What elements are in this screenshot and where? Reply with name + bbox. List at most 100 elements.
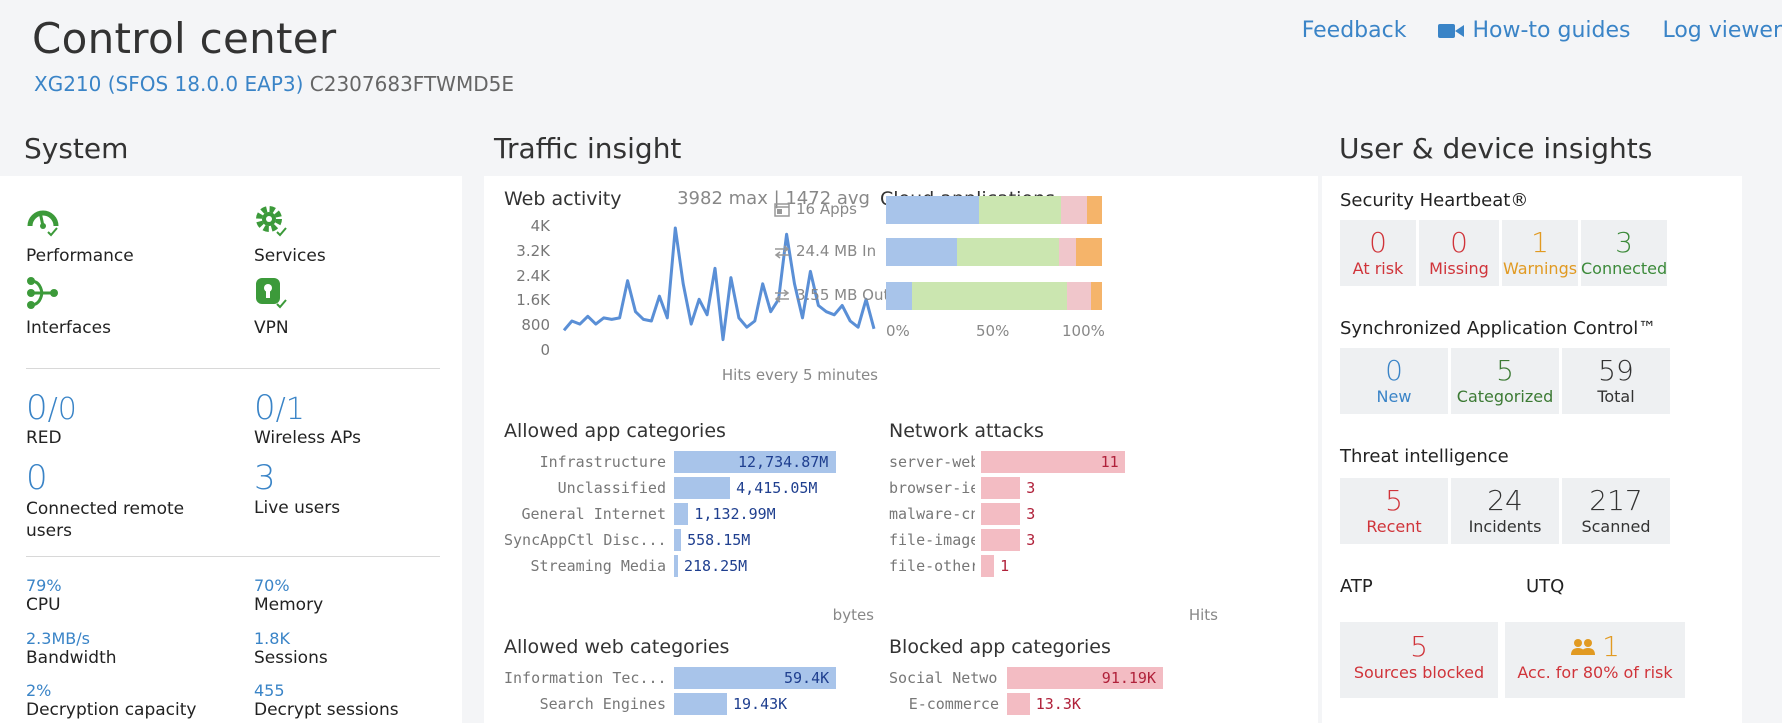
insight-tile-value: 0 xyxy=(1385,354,1403,387)
network-attack-bar[interactable]: 3 xyxy=(981,477,1035,499)
utq-label: Acc. for 80% of risk xyxy=(1517,663,1673,682)
user-insights-panel: Security Heartbeat® 0 At risk 0 Missing 1 War… xyxy=(1322,176,1742,723)
allowed-app-value: 558.15M xyxy=(687,531,751,549)
red-value: 0 xyxy=(26,388,48,428)
allowed-app-bar[interactable]: 558.15M xyxy=(674,529,750,551)
allowed-web-bar[interactable]: 19.43K xyxy=(674,693,787,715)
network-attack-bar[interactable]: 11 xyxy=(981,451,1125,473)
cloud-app-row[interactable]: 3.55 MB Out xyxy=(774,282,1114,310)
allowed-app-label: SyncAppCtl Disc... xyxy=(504,531,666,549)
howto-guides-link[interactable]: How-to guides xyxy=(1438,18,1630,43)
performance-label: Performance xyxy=(26,246,134,266)
bandwidth-label: Bandwidth xyxy=(26,648,117,668)
y-tick-label: 1.6K xyxy=(516,291,550,310)
allowed-app-bar[interactable]: 4,415.05M xyxy=(674,477,817,499)
device-serial: C2307683FTWMD5E xyxy=(309,72,514,96)
allowed-web-title: Allowed web categories xyxy=(504,636,730,658)
transfer-arrows-icon xyxy=(774,288,790,307)
insight-tile-value: 3 xyxy=(1615,226,1633,259)
insight-tile[interactable]: 0 At risk xyxy=(1340,220,1416,286)
live-users-stat[interactable]: 3 Live users xyxy=(254,458,340,518)
blocked-app-bar[interactable]: 13.3K xyxy=(1007,693,1081,715)
aps-value: 0 xyxy=(254,388,276,428)
cloud-app-row[interactable]: 16 Apps xyxy=(774,196,1114,224)
aps-count: 0/1 xyxy=(254,388,361,428)
performance-widget[interactable]: Performance xyxy=(26,204,134,266)
red-stat[interactable]: 0/0 RED xyxy=(26,388,77,448)
insight-tile-value: 217 xyxy=(1589,484,1643,517)
log-viewer-link[interactable]: Log viewer xyxy=(1662,18,1782,43)
blocked-app-bar[interactable]: 91.19K xyxy=(1007,667,1163,689)
cloud-app-segment xyxy=(886,238,958,266)
network-attack-bar[interactable]: 1 xyxy=(981,555,1009,577)
red-label: RED xyxy=(26,428,62,448)
allowed-web-label: Search Engines xyxy=(539,695,666,713)
allowed-web-bar[interactable]: 59.4K xyxy=(674,667,836,689)
interfaces-network-icon xyxy=(27,277,58,309)
users-icon xyxy=(1571,638,1596,655)
cloud-app-row-label: 3.55 MB Out xyxy=(796,286,890,304)
network-attack-label: malware-cnc xyxy=(889,505,975,523)
top-links: Feedback How-to guides Log viewer xyxy=(1302,18,1782,43)
red-count: 0/0 xyxy=(26,388,77,428)
web-activity-footer: Hits every 5 minutes xyxy=(721,366,878,384)
allowed-app-bar[interactable]: 218.25M xyxy=(674,555,747,577)
metric-memory[interactable]: 70% Memory xyxy=(254,576,323,615)
allowed-app-bar[interactable]: 1,132.99M xyxy=(674,503,776,525)
system-divider xyxy=(26,368,440,369)
live-users-value: 3 xyxy=(254,458,276,498)
allowed-apps-unit: bytes xyxy=(832,606,874,624)
insight-tile[interactable]: 5 Categorized xyxy=(1451,348,1559,414)
cloud-app-segment xyxy=(1076,238,1102,266)
feedback-link[interactable]: Feedback xyxy=(1301,18,1407,43)
blocked-app-value: 91.19K xyxy=(1101,669,1156,687)
insight-tile[interactable]: 217 Scanned xyxy=(1562,478,1670,544)
blocked-app-label: Social Networking xyxy=(889,669,999,687)
metric-decrypt-sessions[interactable]: 455 Decrypt sessions xyxy=(254,681,399,720)
remote-users-stat[interactable]: 0 Connected remote users xyxy=(26,458,206,542)
memory-label: Memory xyxy=(254,595,324,615)
metric-bandwidth[interactable]: 2.3MB/s Bandwidth xyxy=(26,629,117,668)
insight-tile[interactable]: 1 Warnings xyxy=(1502,220,1578,286)
allowed-web-label: Information Tec... xyxy=(504,669,666,687)
wireless-aps-stat[interactable]: 0/1 Wireless APs xyxy=(254,388,361,448)
insight-tile-label: Connected xyxy=(1581,259,1668,278)
interfaces-widget[interactable]: Interfaces xyxy=(26,276,111,338)
web-activity-chart[interactable] xyxy=(560,226,878,362)
insight-tile-label: Total xyxy=(1597,387,1635,406)
metric-decryption-capacity[interactable]: 2% Decryption capacity xyxy=(26,681,196,720)
services-widget[interactable]: Services xyxy=(254,204,326,266)
metric-sessions[interactable]: 1.8K Sessions xyxy=(254,629,328,668)
red-slash: / xyxy=(47,392,58,427)
cloud-app-row[interactable]: 24.4 MB In xyxy=(774,238,1114,266)
cpu-value: 79% xyxy=(26,576,62,595)
insight-tile[interactable]: 3 Connected xyxy=(1581,220,1667,286)
allowed-app-label: Infrastructure xyxy=(539,453,666,471)
allowed-app-value: 12,734.87M xyxy=(738,453,829,471)
network-attack-label: file-image xyxy=(889,531,975,549)
blocked-apps-title: Blocked app categories xyxy=(889,636,1111,658)
network-attack-value: 1 xyxy=(1000,557,1010,575)
allowed-app-bar[interactable]: 12,734.87M xyxy=(674,451,836,473)
atp-tile[interactable]: 5 Sources blocked xyxy=(1340,622,1498,698)
live-users-label: Live users xyxy=(254,498,341,518)
vpn-widget[interactable]: VPN xyxy=(254,276,289,338)
network-attack-bar[interactable]: 3 xyxy=(981,503,1035,525)
page-title: Control center xyxy=(32,14,337,63)
section-title-system: System xyxy=(24,132,129,165)
insight-tile[interactable]: 0 New xyxy=(1340,348,1448,414)
cpu-label: CPU xyxy=(26,595,61,615)
network-attack-bar[interactable]: 3 xyxy=(981,529,1035,551)
utq-tile[interactable]: 1 Acc. for 80% of risk xyxy=(1505,622,1685,698)
section-title-user: User & device insights xyxy=(1339,132,1653,165)
insight-tile[interactable]: 24 Incidents xyxy=(1451,478,1559,544)
insight-tile-value: 59 xyxy=(1598,354,1634,387)
network-attack-value: 11 xyxy=(1100,453,1119,471)
cloud-axis-tick: 100% xyxy=(1062,322,1105,340)
insight-tile[interactable]: 0 Missing xyxy=(1419,220,1499,286)
network-attack-label: browser-ie xyxy=(889,479,975,497)
metric-cpu[interactable]: 79% CPU xyxy=(26,576,62,615)
insight-tile[interactable]: 5 Recent xyxy=(1340,478,1448,544)
device-model-link[interactable]: XG210 (SFOS 18.0.0 EAP3) xyxy=(34,72,304,96)
insight-tile[interactable]: 59 Total xyxy=(1562,348,1670,414)
